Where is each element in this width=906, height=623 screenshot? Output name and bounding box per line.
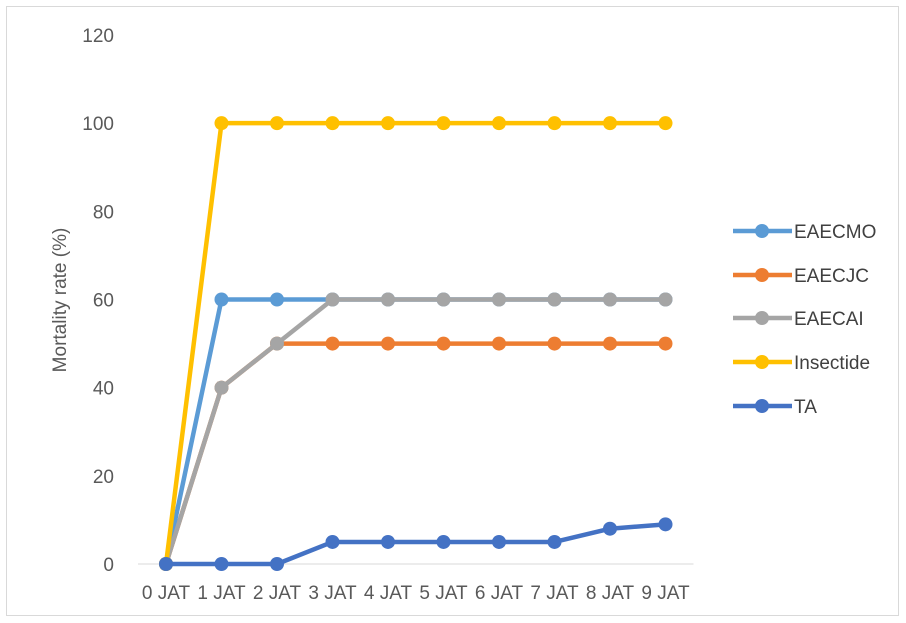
y-axis-title: Mortality rate (%) [50,228,71,373]
series-eaecai [159,292,673,571]
series-ta [159,517,673,571]
x-tick-label: 5 JAT [419,583,468,604]
series-line [163,341,666,565]
series-line [163,297,666,565]
data-point [436,116,451,131]
legend-item: EAECMO [733,222,876,243]
data-point [325,116,340,131]
data-point [492,534,506,549]
data-point [381,534,395,549]
data-point [270,336,284,351]
data-point [381,292,395,307]
y-tick-label: 100 [82,114,114,135]
y-tick-label: 20 [93,467,114,488]
series-line [163,297,666,565]
data-point [492,336,506,351]
y-tick-label: 80 [93,202,114,223]
legend-label: Insectide [794,353,870,374]
series-lines [159,116,673,571]
x-axis-ticks: 0 JAT 1 JAT 2 JAT 3 JAT 4 JAT 5 JAT 6 JAT 7 JAT… [142,583,690,604]
legend-marker [755,355,769,369]
data-point [325,292,340,307]
data-point [492,292,506,307]
data-point [436,336,451,351]
data-point [270,557,284,571]
series-line [166,522,666,567]
data-point [325,534,340,549]
data-point [325,336,340,351]
legend-marker [755,224,769,238]
data-point [547,292,562,307]
data-point [381,336,395,351]
data-point [436,534,451,549]
series-eaecjc [159,336,673,571]
chart-frame [6,6,899,616]
legend-item: Insectide [733,353,870,374]
y-tick-label: 60 [93,291,114,312]
x-tick-label: 2 JAT [253,583,302,604]
legend-item: TA [733,397,817,418]
legend-item: EAECJC [733,266,869,287]
data-point [270,116,284,131]
legend-marker [755,268,769,282]
data-point [547,534,562,549]
x-tick-label: 3 JAT [308,583,357,604]
data-point [603,521,617,536]
legend-marker [755,311,769,325]
x-tick-label: 7 JAT [530,583,579,604]
data-point [603,336,617,351]
data-point [159,557,173,571]
y-tick-label: 40 [93,379,114,400]
x-tick-label: 1 JAT [197,583,246,604]
y-axis-ticks: 0 20 40 60 80 100 120 [82,26,114,576]
data-point [270,292,284,307]
series-eaecmo [159,292,673,571]
data-point [603,116,617,131]
x-tick-label: 6 JAT [475,583,524,604]
x-tick-label: 8 JAT [586,583,635,604]
legend: EAECMO EAECJC EAECAI Insectide TA [733,222,876,418]
data-point [658,517,673,532]
data-point [214,380,229,395]
legend-item: EAECAI [733,309,864,330]
data-point [603,292,617,307]
data-point [214,116,229,131]
legend-label: EAECJC [794,266,869,287]
y-tick-label: 0 [103,555,114,576]
series-line [163,120,666,565]
y-tick-label: 120 [82,26,114,47]
data-point [658,116,673,131]
data-point [214,292,229,307]
legend-label: TA [794,397,817,418]
legend-label: EAECMO [794,222,876,243]
data-point [381,116,395,131]
x-tick-label: 4 JAT [364,583,413,604]
data-point [658,336,673,351]
data-point [547,116,562,131]
legend-marker [755,399,769,413]
x-tick-label: 9 JAT [641,583,690,604]
series-insectide [159,116,673,571]
data-point [658,292,673,307]
data-point [492,116,506,131]
legend-label: EAECAI [794,309,864,330]
data-point [547,336,562,351]
x-tick-label: 0 JAT [142,583,191,604]
data-point [436,292,451,307]
data-point [214,557,229,571]
